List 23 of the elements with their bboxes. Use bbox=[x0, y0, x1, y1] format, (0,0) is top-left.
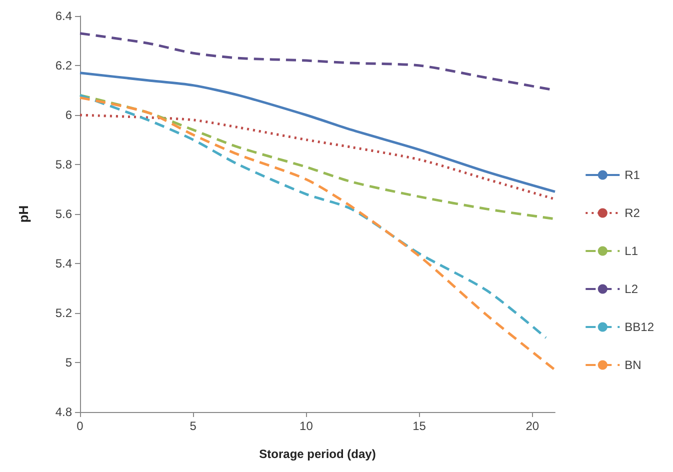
y-tick-label: 6.4 bbox=[55, 9, 72, 23]
legend-label: L2 bbox=[624, 282, 638, 296]
legend-label: BN bbox=[624, 358, 642, 372]
x-tick-label: 10 bbox=[300, 419, 314, 433]
y-tick-label: 5.2 bbox=[55, 306, 72, 320]
y-tick-label: 6 bbox=[65, 108, 72, 122]
legend-label: R1 bbox=[624, 168, 640, 182]
line-series bbox=[78, 72, 556, 193]
y-tick-label: 5 bbox=[65, 356, 72, 370]
legend-label: BB12 bbox=[624, 320, 654, 334]
x-tick-label: 5 bbox=[190, 419, 197, 433]
y-tick-label: 4.8 bbox=[55, 405, 72, 419]
y-axis-title: pH bbox=[16, 205, 31, 223]
x-axis-title: Storage period (day) bbox=[259, 447, 376, 461]
y-tick-label: 5.4 bbox=[55, 256, 72, 270]
x-tick-label: 0 bbox=[76, 419, 84, 433]
y-tick-label: 5.8 bbox=[55, 158, 72, 172]
y-tick-label: 5.6 bbox=[55, 207, 72, 221]
legend-label: R2 bbox=[624, 206, 640, 220]
legend-label: L1 bbox=[624, 244, 638, 258]
x-tick-label: 20 bbox=[526, 419, 540, 433]
x-tick-label: 15 bbox=[412, 419, 426, 433]
y-tick-label: 6.2 bbox=[55, 58, 72, 72]
